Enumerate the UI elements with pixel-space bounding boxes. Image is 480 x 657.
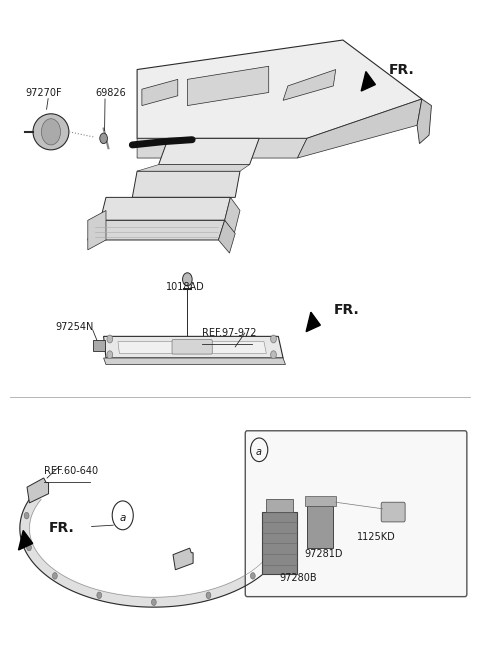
FancyBboxPatch shape bbox=[93, 340, 105, 351]
Polygon shape bbox=[118, 342, 266, 353]
Polygon shape bbox=[88, 220, 225, 240]
Polygon shape bbox=[137, 165, 250, 171]
Polygon shape bbox=[187, 66, 269, 106]
Polygon shape bbox=[283, 70, 336, 101]
Polygon shape bbox=[158, 139, 259, 165]
FancyBboxPatch shape bbox=[307, 505, 333, 548]
FancyBboxPatch shape bbox=[172, 340, 212, 354]
Polygon shape bbox=[305, 495, 336, 505]
Circle shape bbox=[24, 512, 29, 519]
Text: REF.60-640: REF.60-640 bbox=[44, 466, 98, 476]
Polygon shape bbox=[173, 548, 193, 570]
Polygon shape bbox=[417, 99, 432, 144]
Text: 97270F: 97270F bbox=[25, 88, 62, 98]
Circle shape bbox=[97, 592, 102, 599]
Polygon shape bbox=[100, 197, 230, 220]
Circle shape bbox=[271, 335, 276, 343]
Text: 1125KD: 1125KD bbox=[357, 532, 396, 541]
Polygon shape bbox=[137, 40, 422, 139]
Ellipse shape bbox=[33, 114, 69, 150]
Polygon shape bbox=[298, 99, 422, 158]
Polygon shape bbox=[142, 79, 178, 106]
Polygon shape bbox=[20, 495, 280, 607]
Circle shape bbox=[271, 351, 276, 359]
Polygon shape bbox=[27, 478, 48, 503]
Text: 1018AD: 1018AD bbox=[166, 283, 204, 292]
Polygon shape bbox=[218, 220, 235, 253]
FancyBboxPatch shape bbox=[245, 431, 467, 597]
Polygon shape bbox=[266, 499, 293, 512]
Text: REF.97-972: REF.97-972 bbox=[202, 328, 256, 338]
FancyBboxPatch shape bbox=[262, 512, 298, 574]
Polygon shape bbox=[19, 530, 33, 550]
Text: 97254N: 97254N bbox=[56, 323, 94, 332]
Polygon shape bbox=[132, 171, 240, 197]
FancyBboxPatch shape bbox=[381, 502, 405, 522]
Circle shape bbox=[206, 592, 211, 599]
Text: 97281D: 97281D bbox=[305, 549, 343, 558]
Polygon shape bbox=[104, 358, 286, 365]
Text: FR.: FR. bbox=[48, 522, 74, 535]
Text: a: a bbox=[255, 447, 261, 457]
Polygon shape bbox=[88, 210, 106, 250]
Circle shape bbox=[182, 273, 192, 286]
Polygon shape bbox=[306, 312, 320, 332]
Circle shape bbox=[251, 573, 255, 579]
Circle shape bbox=[100, 133, 108, 144]
Circle shape bbox=[107, 335, 113, 343]
Circle shape bbox=[107, 351, 113, 359]
Polygon shape bbox=[104, 336, 283, 358]
Circle shape bbox=[41, 119, 60, 145]
Text: a: a bbox=[120, 512, 126, 522]
Circle shape bbox=[26, 544, 31, 551]
Text: 97280B: 97280B bbox=[279, 573, 317, 583]
Polygon shape bbox=[137, 139, 307, 158]
Circle shape bbox=[52, 573, 57, 579]
Polygon shape bbox=[225, 197, 240, 233]
Circle shape bbox=[152, 599, 156, 606]
Text: 69826: 69826 bbox=[96, 88, 126, 98]
Polygon shape bbox=[361, 72, 375, 91]
Text: FR.: FR. bbox=[388, 62, 414, 76]
Text: FR.: FR. bbox=[333, 303, 359, 317]
